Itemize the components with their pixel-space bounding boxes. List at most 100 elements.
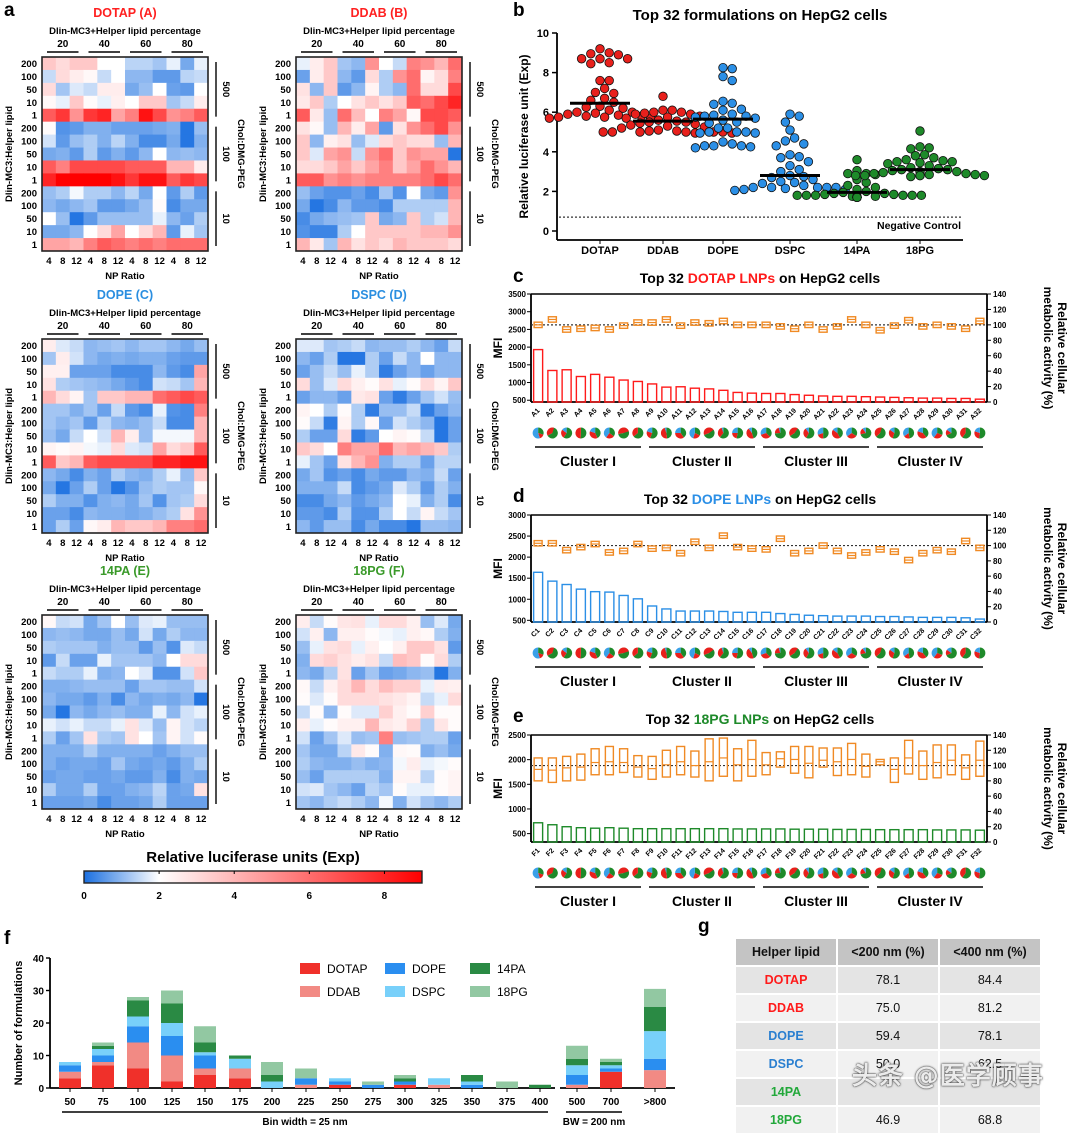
heatmap-cell: [365, 339, 380, 353]
stacked-bar-segment: [461, 1075, 483, 1082]
row-group-label: 100: [220, 704, 231, 720]
heatmap-cell: [166, 770, 181, 784]
heatmap-cell: [83, 403, 98, 417]
composition-pie-slice: [732, 873, 738, 879]
stacked-bar-segment: [92, 1045, 114, 1049]
composition-pie-slice: [546, 867, 555, 876]
heatmap-cell: [434, 468, 449, 482]
heatmap-cell: [97, 108, 112, 123]
heatmap-cell: [392, 57, 408, 71]
data-point: [658, 91, 668, 102]
y-tick-label: 0: [38, 1084, 44, 1095]
heatmap-cell: [111, 364, 126, 379]
composition-pie-slice: [904, 433, 910, 439]
panel-label-c: c: [513, 266, 524, 287]
y2-tick-label: 0: [993, 618, 998, 627]
viability-box: [818, 747, 828, 768]
composition-pie-slice: [904, 653, 910, 659]
y-tick-label: 500: [513, 616, 527, 625]
heatmap-cell: [97, 705, 112, 719]
heatmap-cell: [365, 757, 380, 771]
heatmap-cell: [379, 390, 394, 405]
composition-pie-slice: [778, 867, 781, 873]
heatmap-cell: [448, 186, 463, 200]
heatmap-cell: [448, 627, 463, 642]
row-tick-label: 10: [26, 509, 37, 520]
stacked-bar-segment: [92, 1049, 114, 1056]
y-axis-label: MFI: [491, 338, 505, 359]
heatmap-cell: [194, 783, 209, 797]
heatmap-cell: [365, 416, 380, 430]
heatmap-cell: [420, 666, 435, 681]
heatmap-cell: [125, 481, 140, 495]
composition-pie-slice: [589, 647, 596, 653]
data-point: [730, 185, 740, 196]
stacked-bar-segment: [600, 1062, 622, 1066]
composition-pie-slice: [736, 427, 744, 439]
heatmap-cell: [111, 731, 126, 745]
heatmap-cell: [83, 718, 98, 732]
heatmap-cell: [392, 173, 408, 187]
heatmap-cell: [166, 377, 181, 392]
title-part: on HepG2 cells: [771, 491, 876, 507]
heatmap-cell: [194, 377, 209, 392]
viability-box: [661, 749, 672, 778]
data-point: [590, 87, 601, 98]
composition-pie-slice: [561, 429, 567, 438]
heatmap-cell: [365, 173, 380, 187]
data-point: [595, 54, 605, 64]
heatmap-cell: [194, 121, 209, 135]
heatmap-cell: [69, 364, 84, 379]
heatmap-cell: [309, 455, 325, 469]
heatmap-cell: [138, 520, 154, 534]
row-tick-label: 1: [286, 733, 292, 744]
row-tick-label: 10: [280, 656, 291, 667]
composition-pie-slice: [719, 867, 729, 879]
heatmap-cell: [152, 186, 167, 200]
np-ratio-tick: 12: [325, 538, 336, 549]
heatmap-cell: [365, 666, 380, 681]
x-tick-label: A19: [784, 407, 798, 421]
composition-pie-slice: [632, 867, 638, 877]
heatmap-cell: [406, 199, 421, 213]
y2-axis-label: Relative cellular: [1055, 523, 1069, 615]
np-ratio-tick: 8: [60, 814, 65, 825]
composition-pie-slice: [937, 647, 943, 656]
mfi-bar: [789, 828, 800, 843]
heatmap-cell: [111, 796, 126, 810]
heatmap-cell: [125, 147, 140, 161]
composition-pie-slice: [817, 873, 824, 879]
np-ratio-tick: 12: [367, 814, 378, 825]
table-row: DSPC 50.0 62.5: [736, 1051, 1040, 1077]
composition-pie-slice: [618, 867, 629, 875]
composition-pie-slice: [689, 867, 695, 879]
heatmap-cell: [166, 199, 181, 213]
x-tick-label: F27: [899, 847, 913, 861]
heatmap-cell: [97, 225, 112, 239]
heatmap-cell: [406, 416, 421, 430]
heatmap-cell: [296, 679, 311, 693]
heatmap-cell: [138, 377, 154, 392]
composition-pie-slice: [922, 427, 929, 438]
heatmap-cell: [351, 468, 366, 482]
y2-tick-label: 100: [993, 542, 1007, 551]
row-tick-label: 100: [275, 354, 291, 365]
data-point: [736, 104, 747, 114]
x-tick-label: C26: [884, 627, 898, 641]
composition-pie-slice: [962, 867, 972, 879]
heatmap-cell: [97, 627, 112, 642]
composition-pie-slice: [803, 428, 809, 438]
heatmap-cell: [323, 481, 338, 495]
row-tick-label: 200: [21, 746, 37, 757]
data-point: [907, 190, 917, 201]
heatmap-cell: [180, 507, 195, 521]
np-ratio-tick: 8: [185, 814, 190, 825]
composition-pie-slice: [650, 647, 658, 659]
mfi-bar: [632, 598, 644, 623]
heatmap-cell: [337, 718, 352, 732]
heatmap-cell: [434, 199, 449, 213]
x-tick-label: C10: [656, 627, 670, 641]
column-group-label: 80: [436, 321, 448, 332]
x-tick-label: F14: [713, 847, 727, 861]
